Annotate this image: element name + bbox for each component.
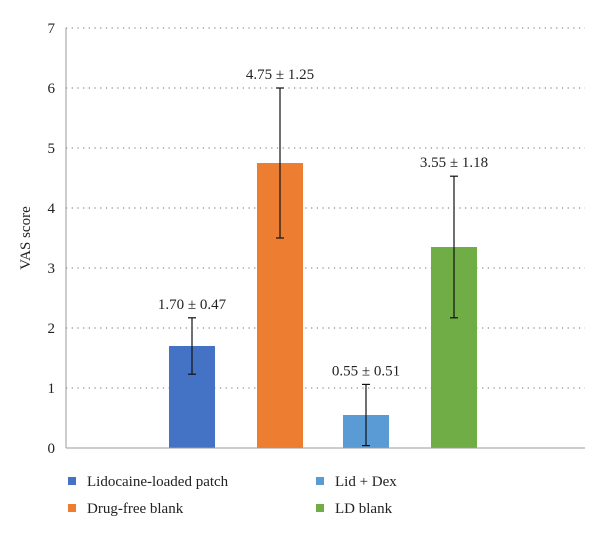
legend-label: Lidocaine-loaded patch (87, 474, 229, 490)
data-label: 3.55 ± 1.18 (420, 155, 488, 171)
legend-item: Drug-free blank (68, 501, 184, 517)
legend: Lidocaine-loaded patch Lid + Dex Drug-free… (68, 474, 397, 517)
y-tick-labels: 0 1 2 3 4 5 6 7 (48, 21, 56, 457)
y-axis-title: VAS score (18, 206, 34, 270)
error-bar (276, 87, 284, 239)
data-label: 4.75 ± 1.25 (246, 67, 314, 83)
legend-label: LD blank (335, 501, 393, 517)
error-bar (450, 175, 458, 319)
legend-swatch (316, 504, 324, 512)
data-labels: 1.70 ± 0.47 4.75 ± 1.25 0.55 ± 0.51 3.55 ± … (158, 67, 488, 379)
legend-label: Lid + Dex (335, 474, 397, 490)
data-label: 1.70 ± 0.47 (158, 297, 227, 313)
y-tick-label: 7 (48, 21, 56, 37)
legend-label: Drug-free blank (87, 501, 184, 517)
legend-item: Lidocaine-loaded patch (68, 474, 229, 490)
y-tick-label: 0 (48, 441, 56, 457)
error-bars (188, 87, 458, 447)
y-tick-label: 5 (48, 141, 56, 157)
data-label: 0.55 ± 0.51 (332, 363, 400, 379)
gridlines (66, 27, 585, 389)
legend-swatch (316, 477, 324, 485)
legend-swatch (68, 477, 76, 485)
legend-item: Lid + Dex (316, 474, 397, 490)
error-bar (188, 317, 196, 375)
y-tick-label: 4 (48, 201, 56, 217)
legend-swatch (68, 504, 76, 512)
error-bar (362, 383, 370, 447)
y-tick-label: 3 (48, 261, 56, 277)
y-tick-label: 6 (48, 81, 56, 97)
y-tick-label: 1 (48, 381, 56, 397)
y-tick-label: 2 (48, 321, 56, 337)
legend-item: LD blank (316, 501, 393, 517)
